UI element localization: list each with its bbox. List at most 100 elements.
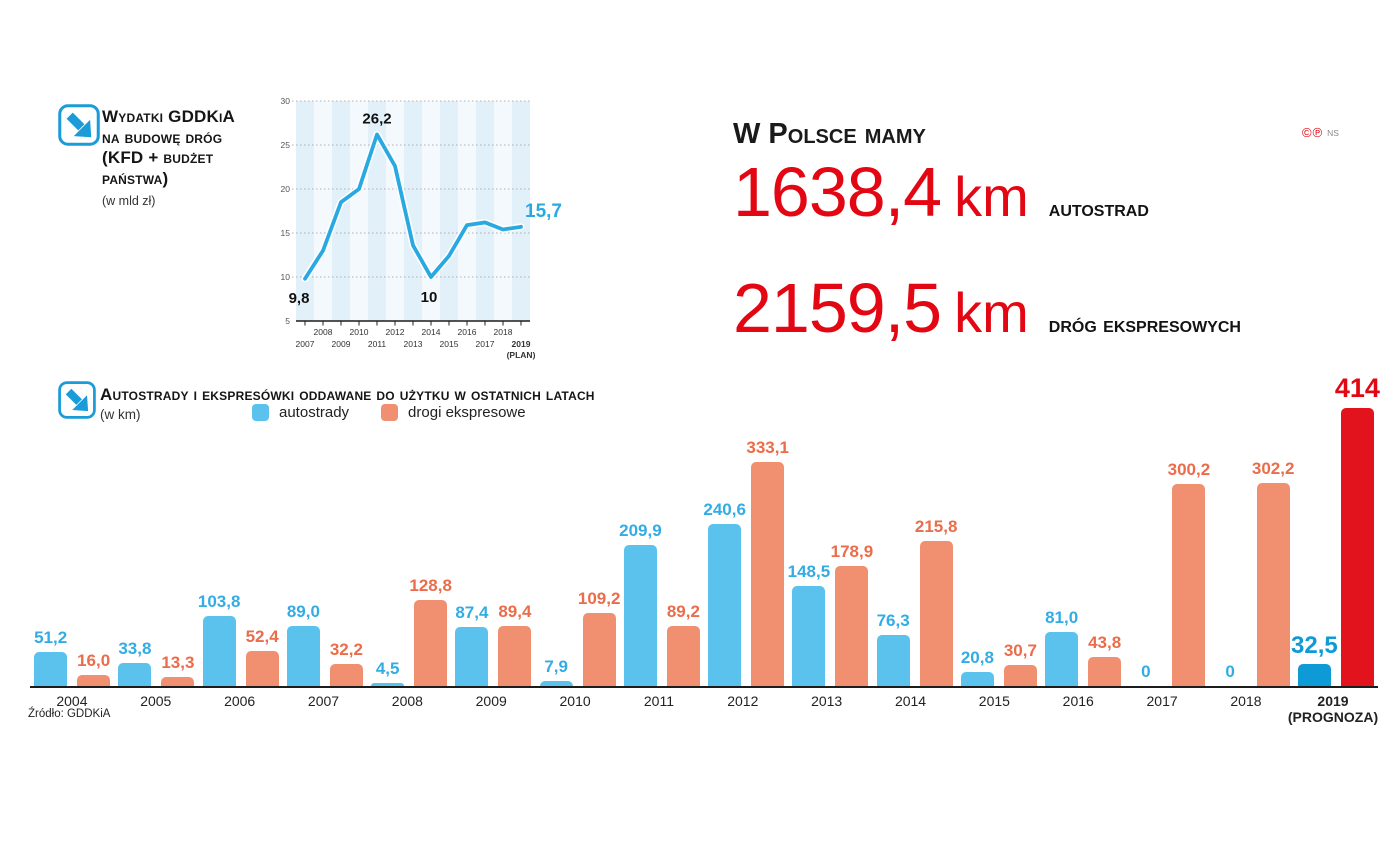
bar-chart-plot: 51,2 16,0 33,8 13,3 103,8 52,4 89,0 32,2 4,5 128,… — [30, 373, 1380, 688]
year-label-2017: 2017 — [1146, 693, 1178, 709]
bar-group-2005: 33,8 13,3 — [114, 408, 198, 686]
year-label-sub: (PROGNOZA) — [1287, 709, 1379, 726]
spending-line — [303, 132, 523, 281]
bar-pair-2017: 0 300,2 — [1129, 460, 1210, 686]
stat-expressways: 2159,5 km dróg ekspresowych — [733, 273, 1241, 343]
bar-pair-2006: 103,8 52,4 — [198, 592, 279, 686]
column-stripe — [440, 101, 458, 321]
year-label-2005: 2005 — [140, 693, 172, 709]
x-tick-label: 2014 — [422, 327, 441, 337]
y-tick-label: 10 — [281, 272, 291, 282]
year-label-2013: 2013 — [811, 693, 843, 709]
bar-pair-2011: 209,9 89,2 — [619, 521, 700, 686]
bar-col-autostrady-2008: 4,5 — [371, 659, 405, 686]
bar-autostrady-2004 — [34, 651, 68, 686]
bar-col-drogi ekspresowe-2007: 32,2 — [330, 640, 363, 686]
x-tick-sublabel: (PLAN) — [507, 350, 536, 360]
bar-col-drogi ekspresowe-2011: 89,2 — [667, 602, 700, 686]
column-stripe — [512, 101, 530, 321]
column-stripe — [314, 101, 332, 321]
column-stripe — [404, 101, 422, 321]
bar-pair-2018: 0 302,2 — [1214, 459, 1294, 686]
y-tick-label: 20 — [281, 184, 291, 194]
bar-col-drogi ekspresowe-2006: 52,4 — [246, 627, 279, 686]
bar-group-2011: 209,9 89,2 — [619, 408, 704, 686]
bar-group-2008: 4,5 128,8 — [367, 408, 452, 686]
bar-autostrady-2016 — [1045, 631, 1079, 686]
bar-pair-2007: 89,0 32,2 — [287, 602, 363, 686]
bar-col-drogi ekspresowe-2005: 13,3 — [161, 653, 194, 686]
expressways-total-value: 2159,5 — [733, 269, 942, 347]
bar-group-2013: 148,5 178,9 — [788, 408, 873, 686]
year-label-main: 2019 — [1317, 693, 1349, 709]
legend-label-autostrady: autostrady — [279, 404, 350, 421]
year-label-2018: 2018 — [1230, 693, 1262, 709]
bar-autostrady-2014 — [876, 634, 910, 686]
bar-pair-2005: 33,8 13,3 — [118, 639, 194, 686]
bar-col-autostrady-2016: 81,0 — [1045, 608, 1078, 686]
bar-col-drogi ekspresowe-2017: 300,2 — [1168, 460, 1210, 686]
year-label-2011: 2011 — [643, 693, 674, 709]
year-label-2016: 2016 — [1062, 693, 1094, 709]
year-label-2015: 2015 — [978, 693, 1010, 709]
line-annotation: 9,8 — [289, 290, 310, 307]
bar-col-drogi ekspresowe-2013: 178,9 — [831, 542, 873, 686]
motorways-total-label: autostrad — [1048, 195, 1149, 221]
arrow-down-right-icon — [58, 104, 100, 146]
bar-autostrady-2012 — [708, 524, 742, 686]
bar-group-2009: 87,4 89,4 — [451, 408, 535, 686]
bar-col-drogi ekspresowe-2010: 109,2 — [578, 589, 620, 686]
spending-title-line: państwa) — [102, 169, 169, 189]
y-tick-label: 30 — [281, 96, 291, 106]
bar-col-autostrady-2011: 209,9 — [619, 521, 662, 686]
legend-item-autostrady: autostrady — [252, 404, 349, 421]
x-tick-label: 2012 — [386, 327, 405, 337]
bar-drogi ekspresowe-2011 — [666, 626, 700, 686]
bar-group-2017: 0 300,2 — [1125, 408, 1210, 686]
bar-drogi ekspresowe-2009 — [498, 626, 532, 686]
bar-col-autostrady-2014: 76,3 — [877, 611, 910, 686]
bar-col-drogi ekspresowe-2015: 30,7 — [1004, 641, 1037, 686]
bar-col-drogi ekspresowe-2004: 16,0 — [77, 651, 110, 686]
bar-drogi ekspresowe-2013 — [835, 565, 869, 686]
legend-label-drogi-ekspresowe: drogi ekspresowe — [408, 404, 526, 421]
spending-title-line: Wydatki GDDKiA — [102, 107, 236, 126]
copyright-initials: NS — [1327, 127, 1339, 138]
year-label-2006: 2006 — [224, 693, 256, 709]
bar-drogi ekspresowe-2007 — [329, 664, 363, 686]
bar-col-drogi ekspresowe-2014: 215,8 — [915, 517, 957, 686]
bar-pair-2004: 51,2 16,0 — [34, 628, 110, 686]
y-tick-label: 25 — [281, 140, 291, 150]
year-label-2008: 2008 — [391, 693, 423, 709]
bar-drogi ekspresowe-2010 — [582, 612, 616, 686]
column-stripe — [296, 101, 314, 321]
bar-group-2012: 240,6 333,1 — [703, 408, 789, 686]
legend-swatch-autostrady — [252, 404, 269, 421]
column-stripe — [494, 101, 512, 321]
stat-motorways: 1638,4 km autostrad — [733, 157, 1241, 227]
bar-drogi ekspresowe-2005 — [161, 677, 195, 686]
bar-pair-2009: 87,4 89,4 — [455, 602, 531, 686]
bar-col-autostrady-2012: 240,6 — [703, 500, 746, 686]
year-label-2014: 2014 — [894, 693, 927, 709]
bar-col-autostrady-2019: 32,5 — [1291, 632, 1338, 686]
expressways-total-unit: km — [954, 281, 1029, 344]
x-tick-label: 2016 — [458, 327, 477, 337]
bar-autostrady-2005 — [118, 663, 152, 686]
x-tick-label: 2015 — [440, 339, 459, 349]
x-tick-label: 2019 — [512, 339, 531, 349]
line-annotation: 10 — [421, 289, 438, 306]
bar-autostrady-2007 — [286, 626, 320, 686]
bar-group-2016: 81,0 43,8 — [1041, 408, 1125, 686]
bar-col-autostrady-2015: 20,8 — [961, 648, 994, 686]
legend-swatch-drogi-ekspresowe — [381, 404, 399, 421]
bar-pair-2015: 20,8 30,7 — [961, 641, 1037, 686]
year-label-2012: 2012 — [727, 693, 759, 709]
bar-pair-2008: 4,5 128,8 — [371, 576, 452, 686]
bar-drogi ekspresowe-2006 — [245, 650, 279, 686]
bar-pair-2012: 240,6 333,1 — [703, 438, 789, 686]
bar-col-drogi ekspresowe-2008: 128,8 — [409, 576, 452, 686]
column-stripe — [476, 101, 494, 321]
copyright-symbols: ©℗ — [1302, 125, 1324, 140]
